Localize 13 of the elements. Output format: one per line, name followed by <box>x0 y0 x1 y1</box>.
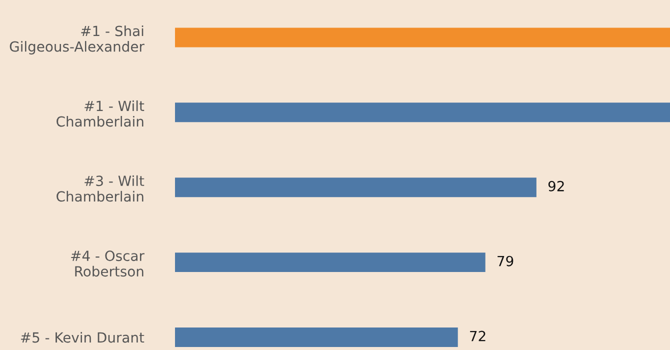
y-tick-label: #4 - Oscar Robertson <box>71 250 144 277</box>
bar <box>175 328 458 347</box>
bar <box>175 252 486 272</box>
data-label: 79 <box>498 256 514 266</box>
y-tick-label: #1 - Wilt Chamberlain <box>56 100 144 127</box>
bar <box>175 178 536 198</box>
y-tick-label: #5 - Kevin Durant <box>20 332 144 343</box>
y-tick-label: #3 - Wilt Chamberlain <box>56 175 144 202</box>
data-label: 72 <box>470 330 486 342</box>
bar <box>175 102 670 122</box>
data-label: 92 <box>548 180 564 192</box>
bar <box>175 28 670 48</box>
y-tick-label: #1 - Shai Gilgeous-Alexander <box>10 25 144 54</box>
